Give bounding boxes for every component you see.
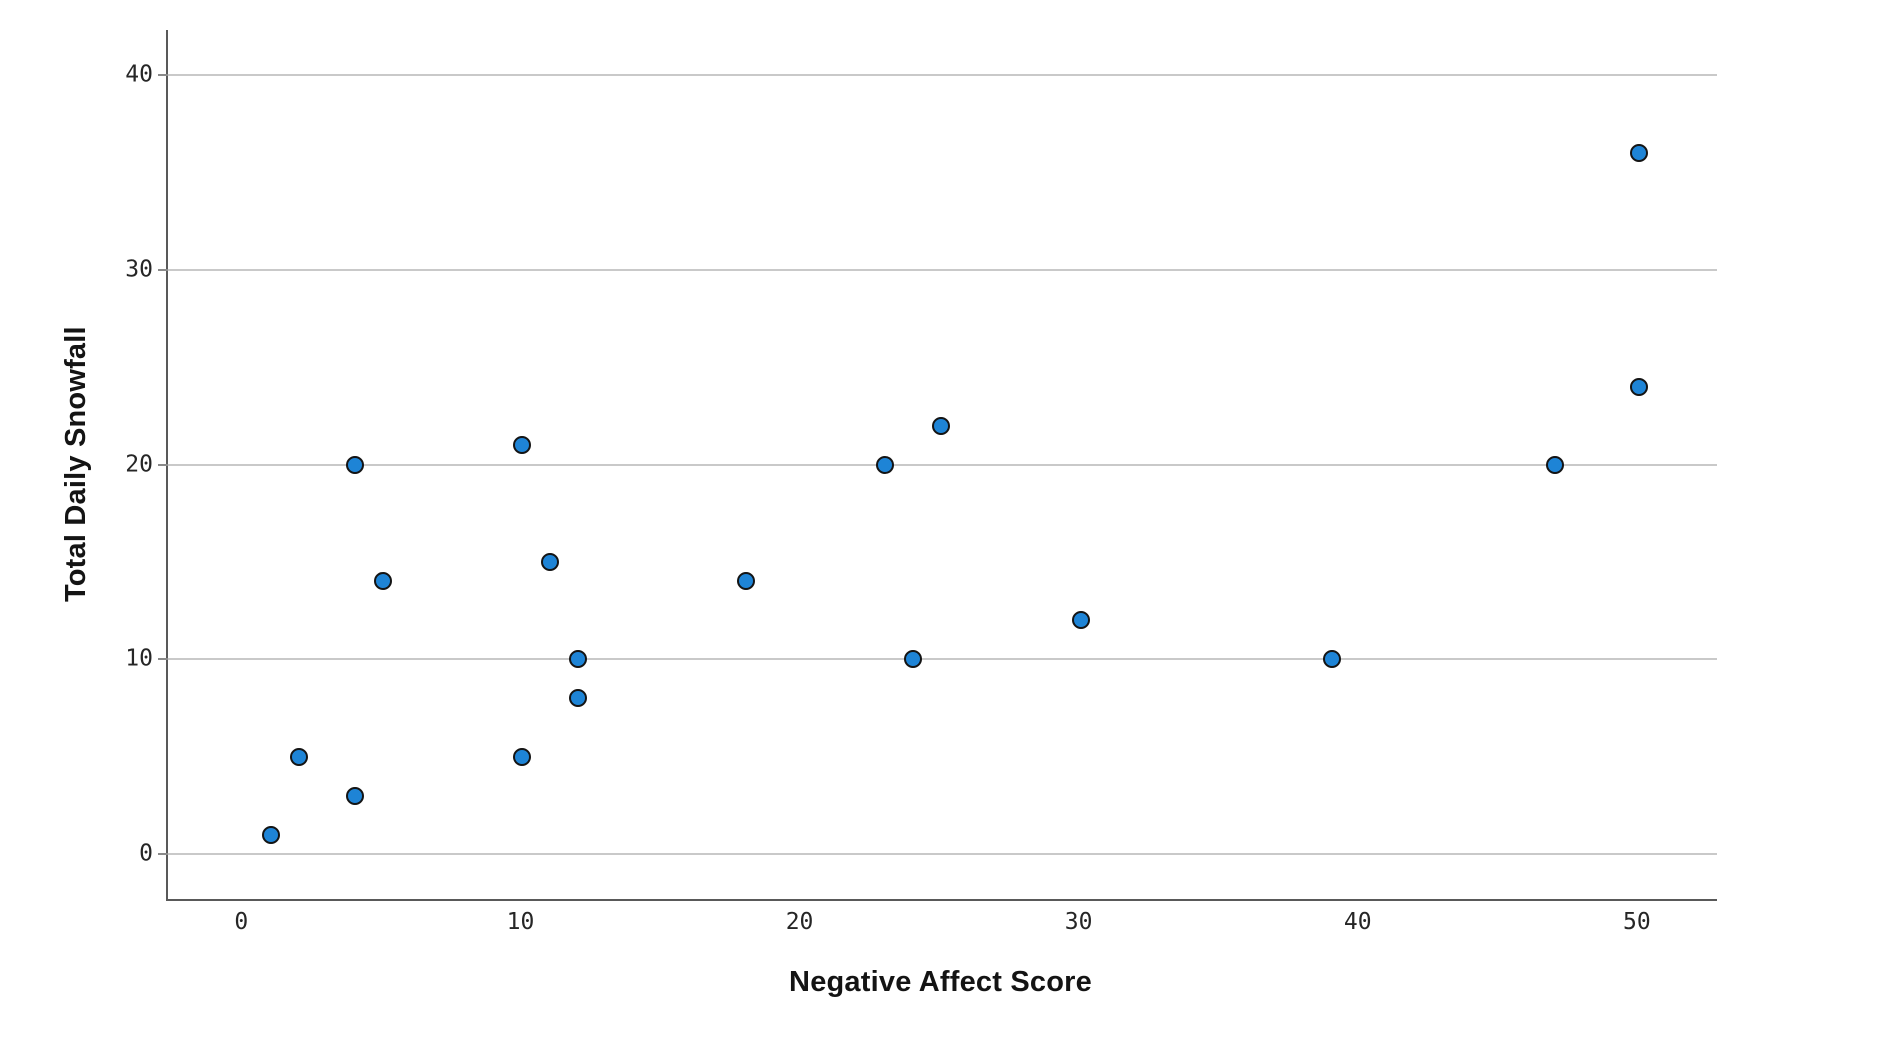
data-point (876, 455, 895, 474)
x-tick-label: 20 (785, 909, 814, 935)
data-point (541, 552, 560, 571)
x-axis-title: Negative Affect Score (789, 966, 1092, 998)
y-tick-mark (158, 853, 168, 856)
y-tick-mark (158, 268, 168, 271)
data-point (513, 747, 532, 766)
x-tick-label: 0 (234, 909, 249, 935)
y-tick-label: 30 (125, 256, 153, 283)
data-point (569, 689, 588, 708)
data-point (569, 650, 588, 669)
y-tick-mark (158, 658, 168, 661)
data-point (373, 572, 392, 591)
y-gridline (168, 853, 1717, 856)
data-point (1629, 143, 1648, 162)
data-point (1546, 455, 1565, 474)
y-axis-tick-labels: 0 10 20 30 40 (0, 30, 153, 899)
x-tick-label: 40 (1343, 909, 1372, 935)
data-point (290, 747, 309, 766)
data-point (1322, 650, 1341, 669)
y-tick-label: 20 (125, 451, 153, 477)
data-point (345, 455, 364, 474)
data-point (904, 650, 923, 669)
y-gridline (168, 463, 1717, 466)
y-gridline (168, 73, 1717, 76)
data-point (736, 572, 755, 591)
y-gridline (168, 658, 1717, 661)
y-tick-mark (158, 73, 168, 76)
x-tick-label: 50 (1622, 909, 1651, 935)
y-tick-label: 40 (125, 61, 153, 88)
data-point (513, 436, 532, 455)
y-tick-label: 0 (139, 840, 153, 867)
x-tick-label: 10 (506, 909, 535, 935)
data-point (1071, 611, 1090, 630)
y-tick-mark (158, 463, 168, 466)
x-tick-label: 30 (1064, 909, 1093, 935)
y-gridline (168, 268, 1717, 271)
plot-area (158, 30, 1717, 901)
data-point (1629, 377, 1648, 396)
data-point (932, 416, 951, 435)
data-point (262, 825, 281, 844)
x-axis-tick-labels: 0 10 20 30 40 50 (166, 909, 1715, 941)
data-point (345, 786, 364, 805)
y-tick-label: 10 (125, 645, 153, 672)
